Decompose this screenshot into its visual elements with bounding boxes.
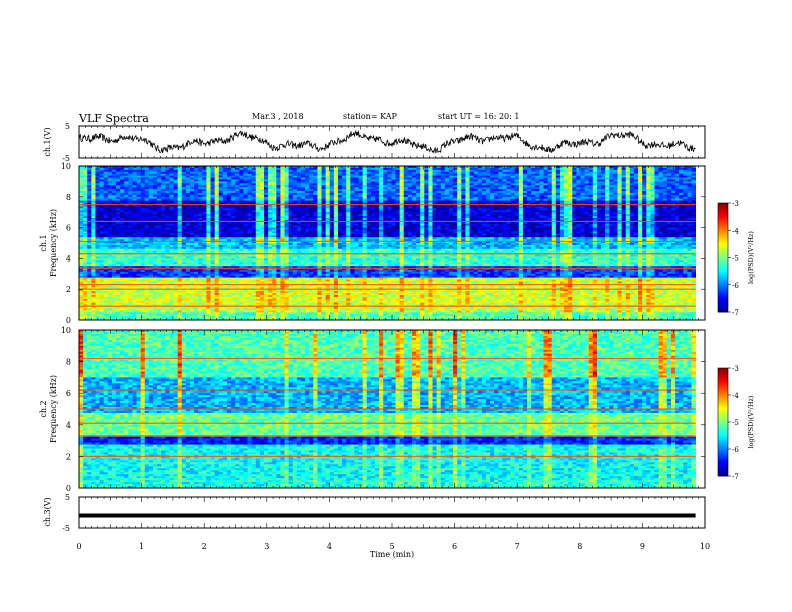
ch1-waveform-trace xyxy=(79,131,696,153)
ch1-waveform-ylabel: ch.1(V) xyxy=(43,127,52,156)
ch1-waveform-panel: 5 -5 ch.1(V) xyxy=(43,122,705,163)
vlf-figure: 5 -5 ch.1(V) 0246810 ch.1 Frequency (kHz… xyxy=(0,0,792,612)
ch1-ytick-top: 5 xyxy=(65,122,70,131)
